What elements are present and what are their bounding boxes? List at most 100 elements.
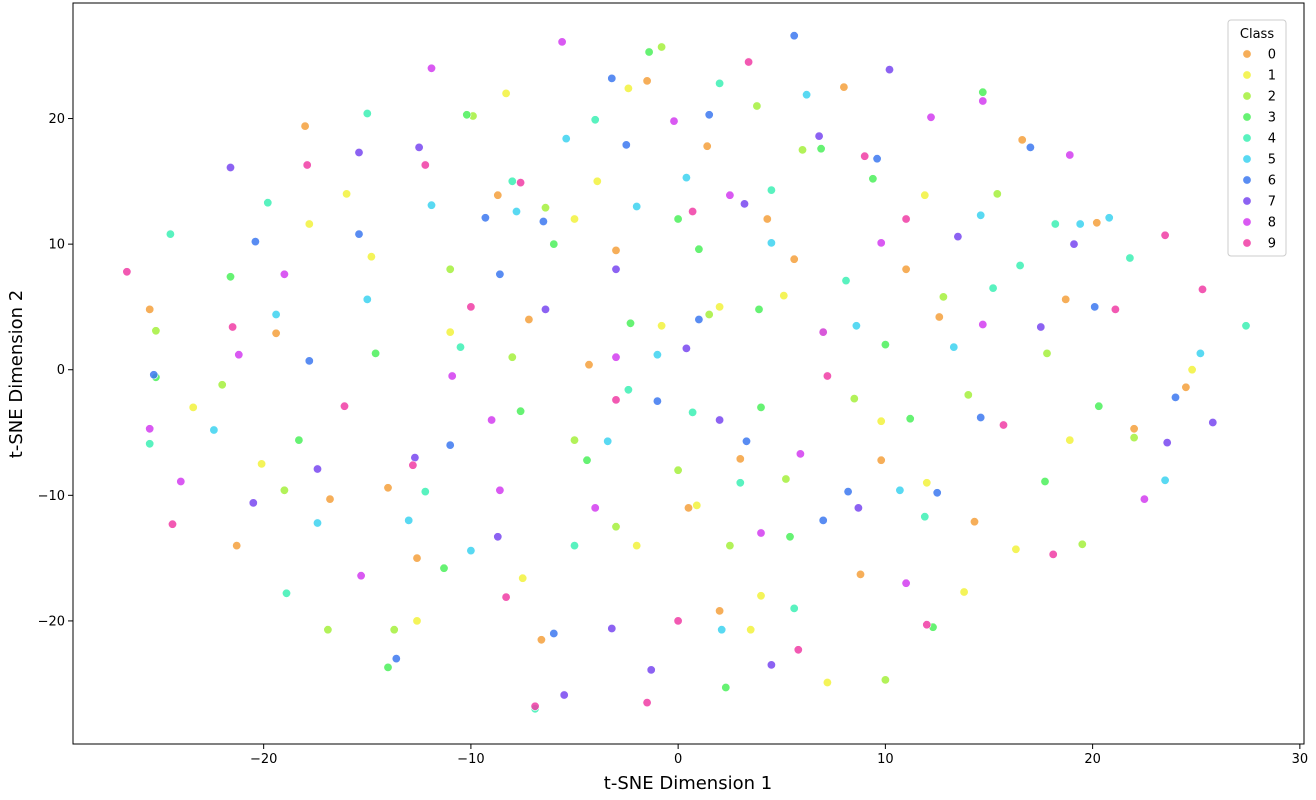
point-class-4-21 (507, 176, 517, 186)
point-class-6-5 (480, 213, 490, 223)
point-class-1-18 (1065, 435, 1075, 445)
point-class-5-10 (681, 173, 691, 183)
legend-box (1227, 19, 1287, 257)
point-class-4-8 (590, 115, 600, 125)
legend-label-class-9: 9 (1268, 237, 1276, 252)
x-tick-label: 20 (1084, 752, 1101, 767)
point-class-1-21 (715, 302, 725, 312)
point-class-4-23 (569, 541, 579, 551)
point-class-6-24 (445, 440, 455, 450)
point-class-1-25 (922, 478, 932, 488)
point-class-8-10 (669, 116, 679, 126)
x-tick-label: 0 (674, 752, 682, 767)
point-class-6-11 (704, 110, 714, 120)
point-class-7-13 (766, 660, 776, 670)
point-class-9-18 (998, 420, 1008, 430)
point-class-3-16 (905, 414, 915, 424)
point-class-7-6 (493, 532, 503, 542)
point-class-2-7 (611, 522, 621, 532)
point-class-0-6 (584, 360, 594, 370)
point-class-5-0 (209, 425, 219, 435)
point-class-2-24 (725, 541, 735, 551)
point-class-3-23 (549, 239, 559, 249)
legend-marker-class-2 (1242, 91, 1252, 101)
point-class-1-20 (569, 214, 579, 224)
point-class-2-12 (849, 394, 859, 404)
point-class-5-18 (1075, 219, 1085, 229)
point-class-2-15 (992, 189, 1002, 199)
point-class-0-8 (715, 606, 725, 616)
point-class-9-9 (530, 701, 540, 711)
point-class-7-1 (248, 498, 258, 508)
x-tick-label: 10 (877, 752, 894, 767)
point-class-9-21 (1160, 230, 1170, 240)
point-class-0-7 (702, 141, 712, 151)
x-tick-label: −20 (250, 752, 277, 767)
point-class-0-19 (683, 503, 693, 513)
point-class-2-8 (657, 42, 667, 52)
legend-label-class-0: 0 (1268, 48, 1276, 63)
point-class-1-17 (1011, 544, 1021, 554)
point-class-2-5 (540, 203, 550, 213)
point-class-4-15 (920, 512, 930, 522)
point-class-5-8 (603, 436, 613, 446)
point-class-7-5 (414, 142, 424, 152)
point-class-9-13 (744, 57, 754, 67)
point-class-9-14 (793, 645, 803, 655)
point-class-9-6 (420, 160, 430, 170)
point-class-1-15 (920, 190, 930, 200)
point-class-0-4 (493, 190, 503, 200)
point-class-0-29 (901, 264, 911, 274)
point-class-9-22 (1198, 284, 1208, 294)
legend: Class 0 1 2 3 4 5 6 7 8 9 (1227, 19, 1287, 257)
point-class-6-1 (250, 237, 260, 247)
point-class-1-12 (779, 291, 789, 301)
point-class-3-8 (625, 318, 635, 328)
legend-marker-class-6 (1242, 175, 1252, 185)
point-class-7-9 (607, 623, 617, 633)
y-axis-ticks: −20 −10 0 10 20 (38, 112, 73, 629)
point-class-1-19 (1187, 365, 1197, 375)
point-class-3-1 (226, 272, 236, 282)
point-class-5-21 (1195, 348, 1205, 358)
point-class-5-7 (561, 134, 571, 144)
point-class-2-19 (279, 485, 289, 495)
point-class-1-16 (959, 587, 969, 597)
point-class-8-22 (756, 528, 766, 538)
point-class-1-26 (342, 189, 352, 199)
point-class-7-14 (814, 131, 824, 141)
point-class-8-6 (447, 371, 457, 381)
point-class-3-21 (383, 662, 393, 672)
point-class-4-0 (145, 439, 155, 449)
point-class-8-19 (590, 503, 600, 513)
point-class-0-0 (300, 121, 310, 131)
point-class-8-3 (279, 269, 289, 279)
point-class-0-14 (1092, 218, 1102, 228)
point-class-4-10 (688, 407, 698, 417)
point-class-6-6 (495, 269, 505, 279)
legend-marker-class-4 (1242, 133, 1252, 143)
point-class-9-12 (688, 207, 698, 217)
point-class-6-13 (789, 31, 799, 41)
point-class-7-17 (953, 232, 963, 242)
legend-label-class-4: 4 (1268, 132, 1276, 147)
point-class-0-11 (876, 455, 886, 465)
point-class-7-7 (540, 304, 550, 314)
point-class-8-0 (145, 424, 155, 434)
point-class-1-3 (366, 252, 376, 262)
point-class-8-15 (978, 96, 988, 106)
point-class-6-20 (1171, 392, 1181, 402)
point-class-2-6 (569, 435, 579, 445)
point-class-8-21 (487, 415, 497, 425)
point-class-7-21 (1208, 417, 1218, 427)
point-class-9-8 (516, 178, 526, 188)
point-class-2-3 (389, 625, 399, 635)
legend-marker-class-1 (1242, 70, 1252, 80)
point-class-9-11 (642, 698, 652, 708)
point-class-2-9 (704, 309, 714, 319)
point-class-6-19 (1090, 302, 1100, 312)
point-class-9-16 (901, 214, 911, 224)
point-class-0-22 (969, 517, 979, 527)
point-class-7-12 (739, 199, 749, 209)
